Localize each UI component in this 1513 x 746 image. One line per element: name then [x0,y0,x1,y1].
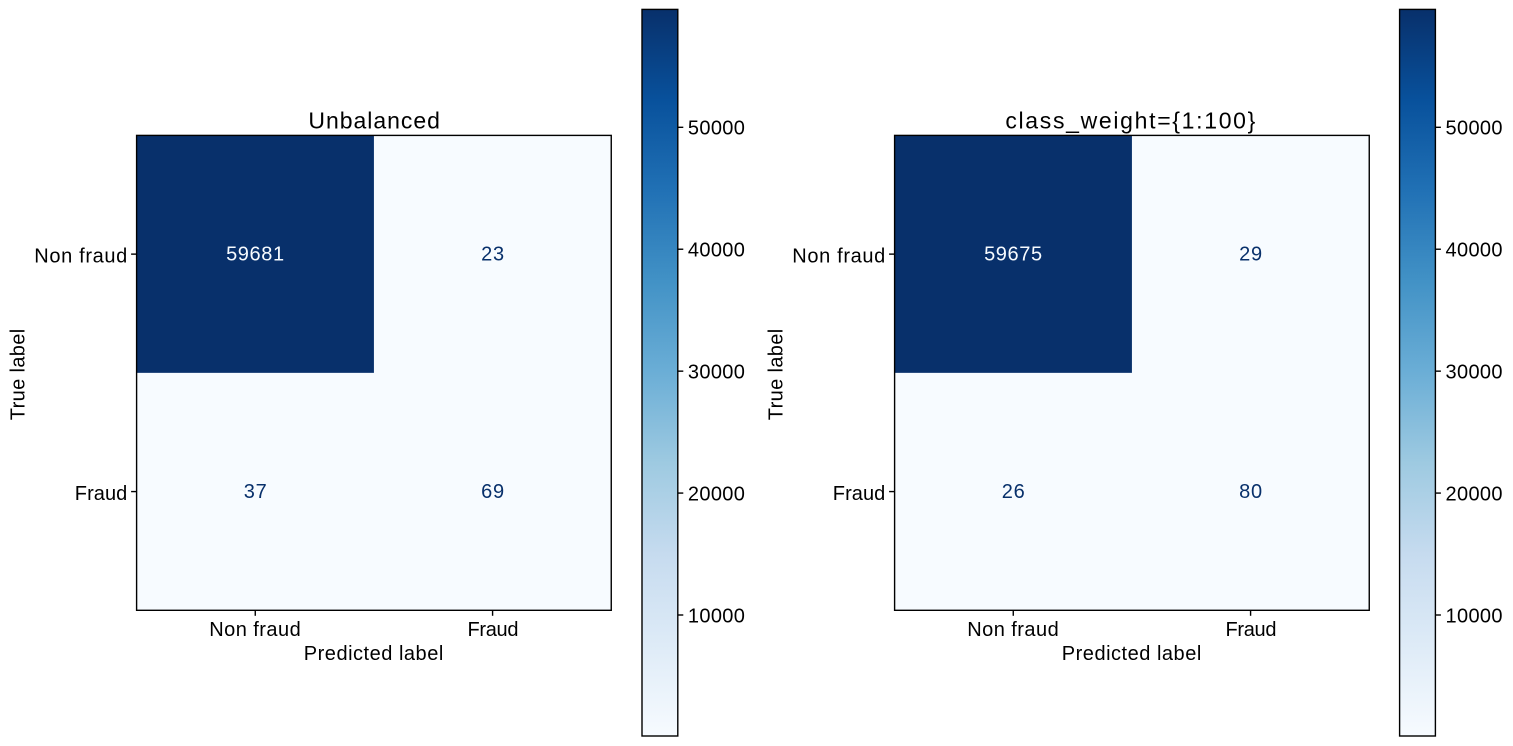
svg-text:37: 37 [244,481,267,503]
svg-text:Fraud: Fraud [75,483,128,505]
svg-text:23: 23 [481,243,504,265]
svg-text:True label: True label [7,329,29,421]
svg-text:Fraud: Fraud [833,483,886,505]
svg-text:Predicted label: Predicted label [304,643,444,665]
svg-text:50000: 50000 [688,118,745,140]
svg-text:30000: 30000 [1446,362,1503,384]
svg-text:26: 26 [1002,481,1025,503]
svg-text:Non fraud: Non fraud [792,245,885,267]
svg-text:59675: 59675 [984,243,1042,265]
svg-text:30000: 30000 [688,362,745,384]
svg-text:Non fraud: Non fraud [34,245,127,267]
svg-text:class_weight={1:100}: class_weight={1:100} [1005,108,1255,134]
svg-text:Unbalanced: Unbalanced [308,108,440,134]
svg-text:Fraud: Fraud [467,619,518,641]
svg-text:Non fraud: Non fraud [967,619,1059,641]
svg-text:80: 80 [1239,481,1262,503]
svg-text:69: 69 [481,481,504,503]
svg-text:29: 29 [1239,243,1262,265]
svg-text:10000: 10000 [688,605,745,627]
svg-text:40000: 40000 [688,240,745,262]
svg-text:59681: 59681 [226,243,284,265]
svg-text:50000: 50000 [1446,118,1503,140]
svg-text:20000: 20000 [688,483,745,505]
svg-text:Predicted label: Predicted label [1062,643,1202,665]
svg-text:20000: 20000 [1446,483,1503,505]
svg-text:True label: True label [765,329,787,421]
svg-text:10000: 10000 [1446,605,1503,627]
svg-text:40000: 40000 [1446,240,1503,262]
svg-text:Fraud: Fraud [1225,619,1276,641]
svg-text:Non fraud: Non fraud [209,619,301,641]
